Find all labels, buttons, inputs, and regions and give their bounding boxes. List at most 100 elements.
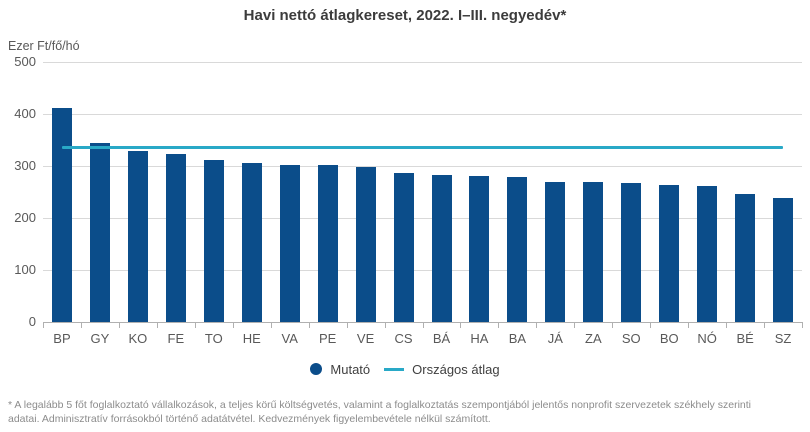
x-tick-label-BA: BA xyxy=(508,331,527,346)
gridline-200 xyxy=(43,218,802,219)
bar-slot-SZ xyxy=(764,62,802,322)
x-tick-label-HE: HE xyxy=(242,331,261,346)
average-line-legend-icon xyxy=(384,367,405,371)
x-tick-label-BÉ: BÉ xyxy=(736,331,754,346)
bar-BP xyxy=(51,108,72,322)
x-tick-label-CS: CS xyxy=(394,331,413,346)
x-axis-tick xyxy=(460,322,461,328)
x-tick-label-ZA: ZA xyxy=(585,331,602,346)
x-axis-tick xyxy=(650,322,651,328)
x-axis-tick xyxy=(574,322,575,328)
y-tick-label-200: 200 xyxy=(14,210,36,225)
x-tick-label-VE: VE xyxy=(356,331,375,346)
x-axis-tick xyxy=(385,322,386,328)
x-tick-label-SZ: SZ xyxy=(774,331,792,346)
bar-slot-GY xyxy=(81,62,119,322)
bar-slot-BP xyxy=(43,62,81,322)
footnote-line-2: adatai. Adminisztratív forrásokból törté… xyxy=(8,413,491,425)
y-axis-unit-label: Ezer Ft/fő/hó xyxy=(8,39,80,53)
x-axis-tick xyxy=(802,322,803,328)
bar-slot-VA xyxy=(271,62,309,322)
x-axis-tick xyxy=(423,322,424,328)
x-tick-label-JÁ: JÁ xyxy=(547,331,563,346)
bar-SZ xyxy=(773,198,794,322)
bar-slot-BÁ xyxy=(423,62,461,322)
bar-slot-KO xyxy=(119,62,157,322)
x-tick-label-SO: SO xyxy=(621,331,641,346)
bar-FE xyxy=(165,154,186,322)
bar-KO xyxy=(127,151,148,322)
x-axis-tick xyxy=(309,322,310,328)
x-axis-line xyxy=(43,322,802,323)
national-average-line xyxy=(61,145,784,149)
y-tick-label-0: 0 xyxy=(28,314,36,329)
footnote: * A legalább 5 főt foglalkoztató vállalk… xyxy=(8,398,802,426)
bar-TO xyxy=(203,159,224,322)
legend-item-orszagos-atlag: Országos átlag xyxy=(384,361,500,377)
x-tick-label-KO: KO xyxy=(128,331,148,346)
bar-JÁ xyxy=(545,182,566,322)
x-axis-tick xyxy=(43,322,44,328)
x-axis-labels: BP GY KO FE TO HE VA PE VE CS BÁ HA BA JÁ ZA SO BO NÓ BÉ SZ xyxy=(43,331,802,346)
bar-slot-JÁ xyxy=(536,62,574,322)
legend-item-mutato: Mutató xyxy=(310,362,370,377)
bar-NÓ xyxy=(697,186,718,322)
legend: Mutató Országos átlag xyxy=(0,360,810,378)
bar-slot-TO xyxy=(195,62,233,322)
bar-series xyxy=(43,62,802,322)
y-tick-label-100: 100 xyxy=(14,262,36,277)
x-tick-label-BÁ: BÁ xyxy=(432,331,451,346)
x-axis-tick xyxy=(688,322,689,328)
x-axis-tick xyxy=(119,322,120,328)
bar-BA xyxy=(507,177,528,322)
bar-slot-FE xyxy=(157,62,195,322)
x-tick-label-NÓ: NÓ xyxy=(697,331,717,346)
bar-slot-BÉ xyxy=(726,62,764,322)
x-axis-tick xyxy=(157,322,158,328)
bar-BO xyxy=(659,185,680,322)
bar-slot-SO xyxy=(612,62,650,322)
bar-CS xyxy=(393,172,414,322)
x-tick-label-TO: TO xyxy=(204,331,223,346)
y-tick-label-400: 400 xyxy=(14,106,36,121)
x-tick-label-GY: GY xyxy=(90,331,110,346)
x-axis-tick xyxy=(726,322,727,328)
bar-HE xyxy=(241,162,262,322)
x-axis-tick xyxy=(195,322,196,328)
x-tick-label-BP: BP xyxy=(53,331,71,346)
bar-VE xyxy=(355,166,376,322)
x-tick-label-PE: PE xyxy=(318,331,337,346)
x-tick-label-BO: BO xyxy=(659,331,679,346)
legend-label-mutato: Mutató xyxy=(330,361,371,377)
bar-SO xyxy=(621,183,642,322)
x-tick-label-HA: HA xyxy=(470,331,489,346)
gridline-400 xyxy=(43,114,802,115)
x-axis-tick xyxy=(347,322,348,328)
bar-slot-VE xyxy=(347,62,385,322)
bar-series-legend-icon xyxy=(310,363,323,375)
bar-slot-BO xyxy=(650,62,688,322)
x-axis-tick xyxy=(612,322,613,328)
bar-VA xyxy=(279,164,300,322)
bar-slot-HA xyxy=(460,62,498,322)
x-axis-tick xyxy=(81,322,82,328)
bar-slot-NÓ xyxy=(688,62,726,322)
x-axis-tick xyxy=(536,322,537,328)
legend-label-orszagos-atlag: Országos átlag xyxy=(412,361,500,377)
bar-slot-CS xyxy=(385,62,423,322)
plot-area xyxy=(43,62,802,322)
bar-PE xyxy=(317,165,338,322)
bar-slot-PE xyxy=(309,62,347,322)
x-axis-tick xyxy=(498,322,499,328)
x-axis-tick xyxy=(233,322,234,328)
gridline-500 xyxy=(43,62,802,63)
gridline-100 xyxy=(43,270,802,271)
x-tick-label-VA: VA xyxy=(281,331,298,346)
bar-BÉ xyxy=(735,193,756,322)
footnote-line-1: * A legalább 5 főt foglalkoztató vállalk… xyxy=(8,399,751,411)
x-tick-label-FE: FE xyxy=(167,331,185,346)
bar-BÁ xyxy=(431,174,452,322)
y-tick-label-300: 300 xyxy=(14,158,36,173)
y-tick-label-500: 500 xyxy=(14,54,36,69)
